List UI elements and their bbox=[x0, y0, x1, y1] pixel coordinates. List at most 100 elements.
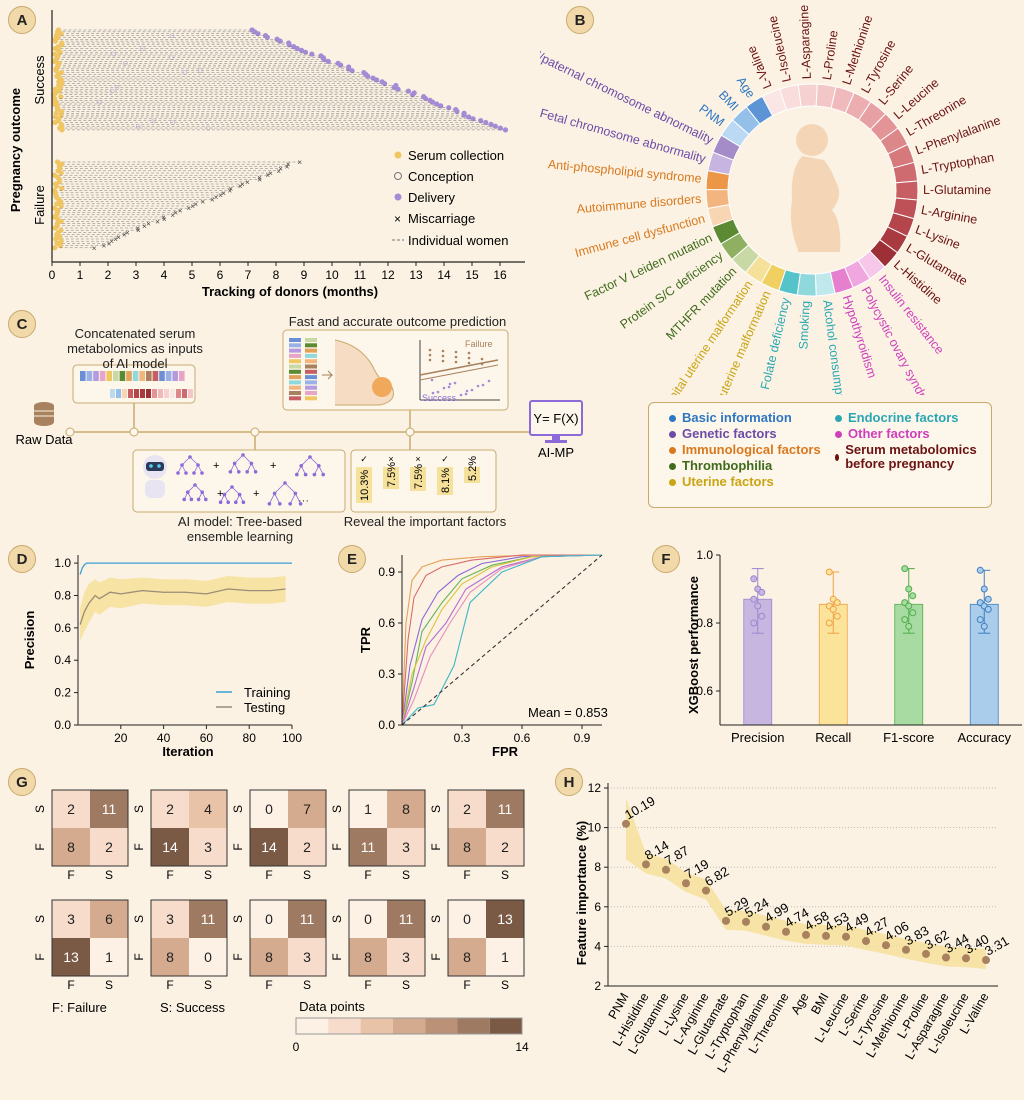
y-tick-label: 1.0 bbox=[696, 548, 713, 562]
matrix-value: 0 bbox=[204, 949, 212, 965]
legend-label: Thrombophilia bbox=[682, 458, 773, 473]
key-failure: F: Failure bbox=[52, 1000, 107, 1015]
delivery-point bbox=[483, 119, 489, 126]
roc-curve-fold6 bbox=[401, 554, 603, 726]
factor-label: L-Proline bbox=[820, 29, 841, 81]
y-tick-label: 0.0 bbox=[54, 718, 71, 732]
delivery-point bbox=[429, 99, 436, 105]
x-tick-label: 9 bbox=[301, 268, 308, 282]
delivery-point bbox=[349, 68, 355, 74]
miscarriage-point: × bbox=[227, 187, 232, 196]
matrix-value: 11 bbox=[201, 911, 216, 927]
matrix-value: 3 bbox=[303, 949, 311, 965]
roc-curve-fold5 bbox=[401, 554, 603, 726]
delivery-point bbox=[286, 42, 292, 48]
roc-curve-fold2 bbox=[401, 554, 602, 726]
delivery-point bbox=[405, 88, 412, 94]
matrix-frame bbox=[51, 899, 129, 977]
miscarriage-point: × bbox=[286, 160, 291, 169]
delivery-point bbox=[478, 118, 484, 124]
roc-curve-chance bbox=[401, 554, 603, 726]
data-point bbox=[825, 568, 833, 576]
matrix-x-label: S bbox=[204, 868, 212, 882]
miscarriage-point: × bbox=[240, 180, 245, 189]
legend-label: Serum metabolomics before pregnancy bbox=[845, 442, 977, 471]
matrix-value: 3 bbox=[402, 949, 410, 965]
importance-point bbox=[902, 945, 910, 954]
colorbar bbox=[295, 1017, 523, 1035]
matrix-y-label: F bbox=[33, 843, 47, 850]
matrix-value: 2 bbox=[166, 801, 174, 817]
colorbar-swatch bbox=[425, 1018, 458, 1034]
y-tick-label: 4 bbox=[594, 939, 601, 953]
matrix-cell bbox=[486, 790, 524, 828]
matrix-value: 0 bbox=[463, 911, 471, 927]
matrix-y-label: F bbox=[330, 953, 344, 960]
factor-label: Fetal chromosome abnormality bbox=[540, 106, 708, 166]
matrix-cell bbox=[349, 790, 387, 828]
legend-individual-women: Individual women bbox=[408, 233, 508, 248]
importance-point bbox=[962, 954, 970, 963]
matrix-cell bbox=[448, 900, 486, 938]
serum-point bbox=[57, 49, 63, 55]
matrix-frame bbox=[249, 899, 327, 977]
formula-text: Y= F(X) bbox=[533, 411, 578, 426]
matrix-x-label: F bbox=[463, 868, 470, 882]
factors-caption: Reveal the important factors bbox=[343, 514, 507, 529]
serum-point bbox=[58, 203, 64, 209]
serum-point bbox=[59, 127, 65, 133]
miscarriage-point: × bbox=[210, 195, 215, 204]
colorbar-swatch bbox=[489, 1018, 523, 1034]
x-tick-label: 3 bbox=[133, 268, 140, 282]
wheel-segment bbox=[745, 95, 774, 125]
data-point bbox=[829, 605, 837, 613]
matrix-value: 8 bbox=[463, 839, 471, 855]
legend-dot bbox=[835, 453, 840, 461]
matrix-value: 8 bbox=[402, 801, 410, 817]
fetus-icon bbox=[372, 377, 392, 397]
legend-label: Immunological factors bbox=[682, 442, 821, 457]
wheel-segment bbox=[895, 180, 919, 201]
matrix-cell bbox=[151, 938, 189, 976]
miscarriage-point: × bbox=[125, 228, 130, 237]
legend-label: Endocrine factors bbox=[848, 410, 959, 425]
panel-label-f: F bbox=[652, 545, 680, 573]
matrix-frame bbox=[51, 789, 129, 867]
f-y-label: XGBoost performance bbox=[686, 576, 701, 714]
delivery-point bbox=[325, 58, 331, 65]
matrix-cell bbox=[387, 900, 425, 938]
matrix-value: 0 bbox=[265, 911, 273, 927]
x-tick-label: 8 bbox=[273, 268, 280, 282]
serum-point bbox=[59, 185, 65, 191]
serum-point bbox=[58, 218, 64, 224]
matrix-y-label: S bbox=[132, 915, 146, 923]
delivery-point bbox=[395, 86, 401, 92]
matrix-cell bbox=[288, 900, 326, 938]
importance-mark: × bbox=[415, 454, 420, 464]
serum-point bbox=[57, 243, 64, 249]
matrix-cell bbox=[52, 790, 90, 828]
conception-point bbox=[135, 123, 141, 129]
serum-point bbox=[58, 199, 64, 205]
matrix-y-label: S bbox=[330, 915, 344, 923]
category-label: Recall bbox=[815, 730, 851, 745]
series-line-testing bbox=[79, 588, 286, 625]
matrix-value: 2 bbox=[463, 801, 471, 817]
y-tick-label: 6 bbox=[594, 900, 601, 914]
importance-point bbox=[682, 879, 690, 888]
matrix-cell bbox=[448, 828, 486, 866]
legend-testing: Testing bbox=[244, 700, 285, 715]
panel-d-precision-chart: 0.00.20.40.60.81.020 40 60 80 100 Precision … bbox=[22, 555, 302, 759]
legend-dot bbox=[669, 462, 676, 470]
ai-mp-label: AI-MP bbox=[538, 445, 574, 460]
serum-point bbox=[51, 92, 57, 98]
miscarriage-point: × bbox=[155, 217, 160, 226]
serum-point bbox=[52, 86, 58, 92]
panel-label-c: C bbox=[8, 310, 36, 338]
matrix-value: 11 bbox=[102, 801, 117, 817]
matrix-cell bbox=[90, 938, 128, 976]
importance-mark: ✓ bbox=[360, 454, 368, 464]
matrix-x-label: F bbox=[364, 868, 371, 882]
panel-label-e: E bbox=[338, 545, 366, 573]
